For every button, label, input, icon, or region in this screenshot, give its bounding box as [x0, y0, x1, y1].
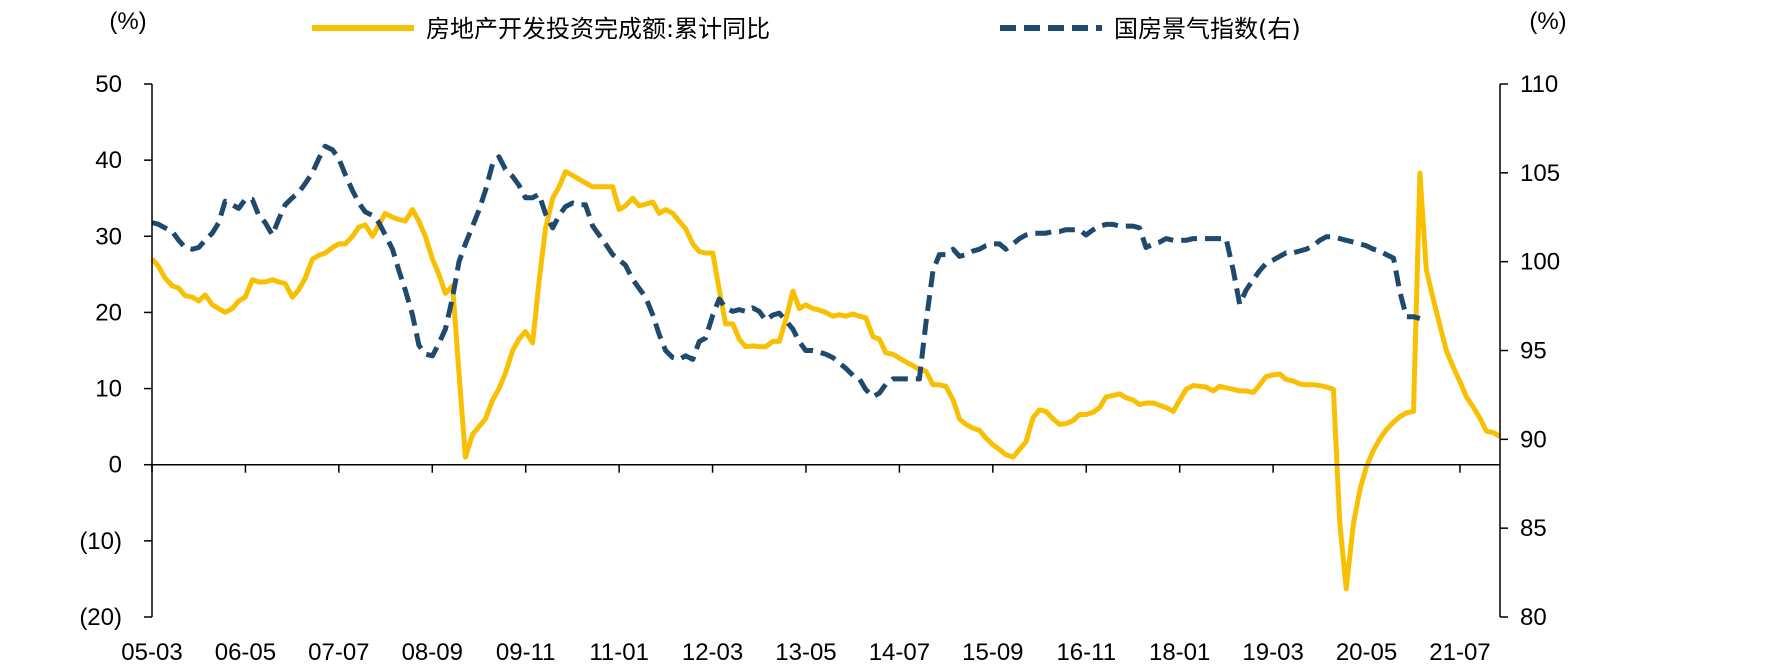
x-tick-label: 11-01 — [589, 639, 649, 666]
x-tick-label: 16-11 — [1056, 639, 1116, 666]
x-tick-label: 18-01 — [1149, 639, 1210, 666]
x-tick-label: 15-09 — [962, 639, 1023, 666]
legend: 房地产开发投资完成额:累计同比 国房景气指数(右) — [312, 15, 1301, 43]
left-tick-label: 20 — [95, 299, 122, 326]
x-tick-label: 20-05 — [1336, 639, 1397, 666]
left-axis-unit: (%) — [109, 8, 146, 35]
right-tick-label: 110 — [1520, 71, 1558, 98]
x-tick-label: 07-07 — [308, 639, 369, 666]
x-tick-label: 14-07 — [869, 639, 930, 666]
x-axis: 05-03 06-05 07-07 08-09 09-11 11-01 12-03 13-05… — [121, 464, 1491, 666]
series-investment-line — [150, 169, 1502, 592]
x-tick-label: 05-03 — [121, 639, 182, 666]
right-tick-label: 105 — [1520, 160, 1560, 187]
right-tick-label: 85 — [1520, 515, 1547, 542]
right-tick-label: 95 — [1520, 338, 1547, 365]
right-tick-label: 80 — [1520, 604, 1547, 631]
right-tick-label: 100 — [1520, 249, 1560, 276]
legend-label-investment: 房地产开发投资完成额:累计同比 — [426, 15, 770, 43]
series-layer — [150, 143, 1502, 592]
left-tick-label: 40 — [95, 147, 122, 174]
x-tick-label: 06-05 — [215, 639, 276, 666]
x-tick-label: 19-03 — [1242, 639, 1303, 666]
left-tick-label: 0 — [109, 452, 122, 479]
x-tick-label: 12-03 — [682, 639, 743, 666]
left-tick-label: (10) — [79, 528, 122, 555]
left-tick-label: 10 — [95, 376, 122, 403]
left-tick-label: 30 — [95, 223, 122, 250]
x-tick-label: 21-07 — [1429, 639, 1490, 666]
left-tick-label: 50 — [95, 71, 122, 98]
left-axis: 50 40 30 20 10 0 (10) (20) — [79, 71, 152, 631]
left-tick-label: (20) — [79, 604, 122, 631]
right-axis: 110 105 100 95 90 85 80 — [1500, 71, 1560, 631]
x-tick-label: 08-09 — [402, 639, 463, 666]
series-climate-index-line — [151, 143, 1421, 400]
right-tick-label: 90 — [1520, 426, 1547, 453]
legend-label-climate: 国房景气指数(右) — [1114, 15, 1301, 43]
x-tick-label: 09-11 — [496, 639, 556, 666]
x-tick-label: 13-05 — [775, 639, 836, 666]
right-axis-unit: (%) — [1529, 8, 1566, 35]
